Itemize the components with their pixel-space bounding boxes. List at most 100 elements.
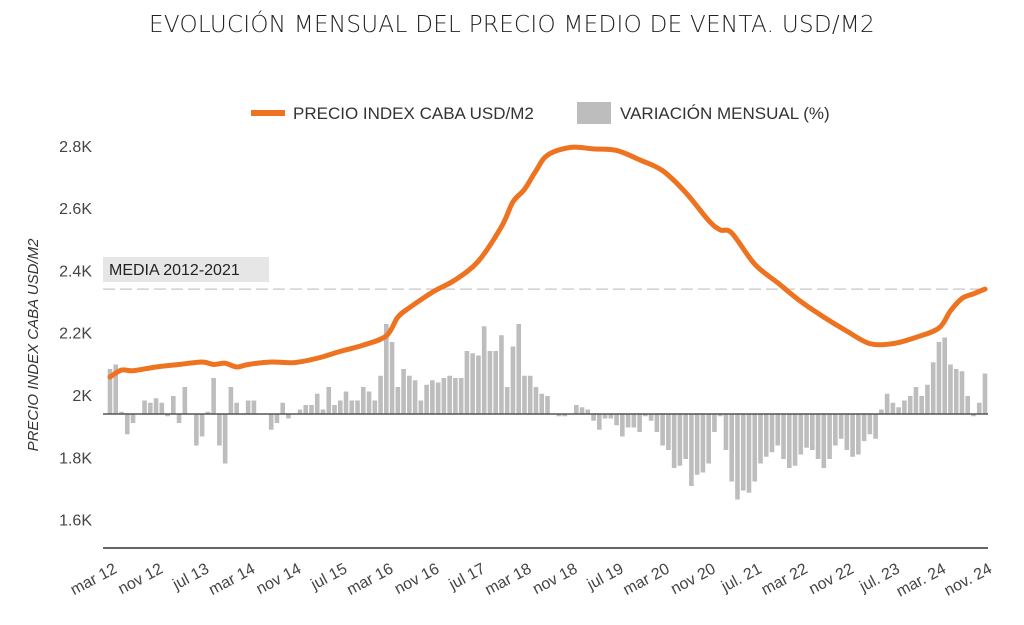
variation-bar [965, 396, 971, 414]
variation-bar [464, 351, 470, 414]
variation-bar [314, 393, 320, 414]
x-tick-label: nov. 24 [942, 560, 995, 599]
y-tick-label: 2.8K [59, 139, 92, 156]
variation-bar [453, 378, 458, 414]
variation-bar [159, 402, 165, 414]
y-tick-label: 2.4K [59, 263, 92, 280]
variation-bar [763, 414, 769, 457]
x-tick-label: mar 14 [206, 560, 258, 598]
variation-bar [925, 384, 930, 414]
variation-bar [476, 355, 481, 414]
variation-bar [712, 414, 717, 432]
variation-bar [861, 414, 867, 441]
variation-bar [879, 409, 884, 414]
variation-bar [493, 351, 498, 414]
variation-bar [222, 414, 228, 464]
variation-bar [556, 414, 562, 417]
variation-bar [401, 369, 406, 414]
variation-bar [280, 402, 285, 414]
variation-bar [971, 414, 976, 417]
x-tick-label: nov 22 [806, 560, 856, 598]
variation-bar [378, 375, 383, 414]
variation-bar [671, 414, 677, 468]
variation-bar [430, 380, 435, 414]
variation-bar [643, 414, 648, 417]
variation-bar [942, 337, 948, 414]
variation-bar [309, 405, 314, 414]
variation-bar [579, 407, 585, 414]
variation-bar [533, 387, 539, 414]
variation-bar [717, 414, 723, 417]
variation-bar [597, 414, 602, 430]
variation-bar [424, 384, 429, 414]
variation-bar [182, 387, 188, 414]
variation-bar [124, 414, 130, 435]
variation-bar [297, 409, 303, 414]
variation-bar [395, 387, 401, 414]
variation-bar [510, 346, 516, 414]
variation-bar [758, 414, 763, 464]
variation-bar [176, 414, 182, 423]
variation-bar [435, 382, 441, 414]
variation-bar [781, 414, 786, 459]
variation-bar [666, 414, 671, 450]
variation-bar [372, 400, 378, 414]
variation-bar [562, 414, 568, 417]
y-tick-label: 1.8K [59, 450, 92, 467]
variation-bar [677, 414, 683, 466]
variation-bar [504, 387, 510, 414]
variation-bar [959, 371, 965, 414]
variation-bar [608, 414, 614, 419]
variation-bar [153, 398, 159, 414]
variation-bar [786, 414, 792, 468]
variation-bar [850, 414, 855, 457]
variation-bar [205, 411, 211, 414]
variation-bar [228, 387, 234, 414]
reference-label-bg [103, 257, 269, 282]
variation-bar [660, 414, 665, 446]
variation-bar [602, 414, 608, 419]
variation-bar [130, 414, 136, 423]
variation-bar [147, 402, 153, 414]
variation-bar [936, 342, 942, 414]
variation-bar [844, 414, 850, 450]
variation-bar [723, 414, 729, 450]
y-tick-label: 1.6K [59, 513, 92, 530]
variation-bar [470, 353, 475, 414]
variation-bar [792, 414, 798, 466]
variation-bar [412, 380, 418, 414]
variation-bar [907, 396, 913, 414]
variation-bar [700, 414, 706, 473]
variation-bar [499, 335, 504, 414]
variation-bar [384, 324, 389, 414]
y-ticks: 1.6K 1.8K 2K 2.2K 2.4K 2.6K 2.8K [59, 139, 92, 530]
variation-bar [827, 414, 832, 459]
variation-bar [769, 414, 775, 453]
variation-bar [648, 414, 654, 421]
variation-bar [355, 400, 360, 414]
variation-bar [194, 414, 199, 446]
x-tick-label: jul 15 [308, 560, 351, 593]
y-tick-label: 2.6K [59, 201, 92, 218]
variation-bar [810, 414, 815, 450]
variation-bar [930, 362, 936, 414]
variation-bar [142, 400, 147, 414]
variation-bar [251, 400, 257, 414]
x-tick-label: mar 20 [621, 560, 673, 598]
variation-bar [890, 402, 896, 414]
chart-title: EVOLUCIÓN MENSUAL DEL PRECIO MEDIO DE VE… [148, 12, 875, 38]
variation-bar [171, 396, 176, 414]
variation-bar [815, 414, 821, 459]
legend: PRECIO INDEX CABA USD/M2 VARIACIÓN MENSU… [251, 102, 830, 124]
variation-bar [165, 414, 170, 417]
variation-bar [441, 378, 447, 414]
variation-bar [620, 414, 625, 437]
variation-bar [689, 414, 694, 486]
variation-bar [337, 400, 343, 414]
x-tick-label: mar 16 [344, 560, 396, 598]
x-tick-label: jul 19 [584, 560, 627, 593]
variation-bar [418, 400, 424, 414]
x-tick-label: jul 13 [169, 560, 212, 593]
reference-label: MEDIA 2012-2021 [109, 262, 240, 279]
